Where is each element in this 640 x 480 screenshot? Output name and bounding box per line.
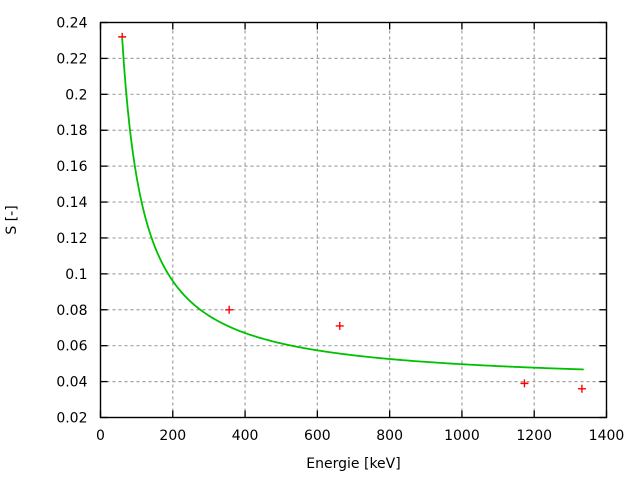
data-point-marker: [225, 305, 234, 314]
data-point-marker: [520, 379, 529, 388]
tick-layer: [99, 21, 608, 419]
y-tick-label: 0.08: [56, 303, 87, 319]
y-axis-title: S [-]: [4, 205, 20, 234]
y-tick-label: 0.04: [56, 375, 87, 391]
data-point-marker: [335, 321, 344, 330]
x-tick-label: 1400: [589, 428, 625, 444]
y-tick-label: 0.16: [56, 159, 87, 175]
x-tick-label: 200: [159, 428, 186, 444]
x-tick-label: 600: [304, 428, 331, 444]
y-tick-label: 0.02: [56, 411, 87, 427]
y-tick-label: 0.24: [56, 16, 87, 32]
x-axis-title: Energie [keV]: [306, 456, 400, 472]
y-tick-label: 0.12: [56, 231, 87, 247]
y-tick-label: 0.14: [56, 195, 87, 211]
border-layer: [99, 21, 608, 419]
y-tick-label: 0.18: [56, 123, 87, 139]
x-tick-label: 400: [232, 428, 259, 444]
x-tick-label: 0: [96, 428, 105, 444]
x-tick-label: 800: [376, 428, 403, 444]
y-tick-label: 0.06: [56, 339, 87, 355]
x-tick-label: 1000: [444, 428, 480, 444]
tick-label-layer: 0 200 400 600 800 1000 1200 1400 0.02 0.04 0.06 0.0…: [56, 16, 624, 445]
grid-layer: [100, 22, 607, 418]
fit-curve: [121, 37, 584, 371]
data-point-marker: [577, 384, 586, 393]
y-tick-label: 0.2: [65, 87, 87, 103]
series-layer: [118, 32, 586, 393]
y-tick-label: 0.22: [56, 51, 87, 67]
x-tick-label: 1200: [516, 428, 552, 444]
y-tick-label: 0.1: [65, 267, 87, 283]
plot-border: [99, 21, 608, 419]
